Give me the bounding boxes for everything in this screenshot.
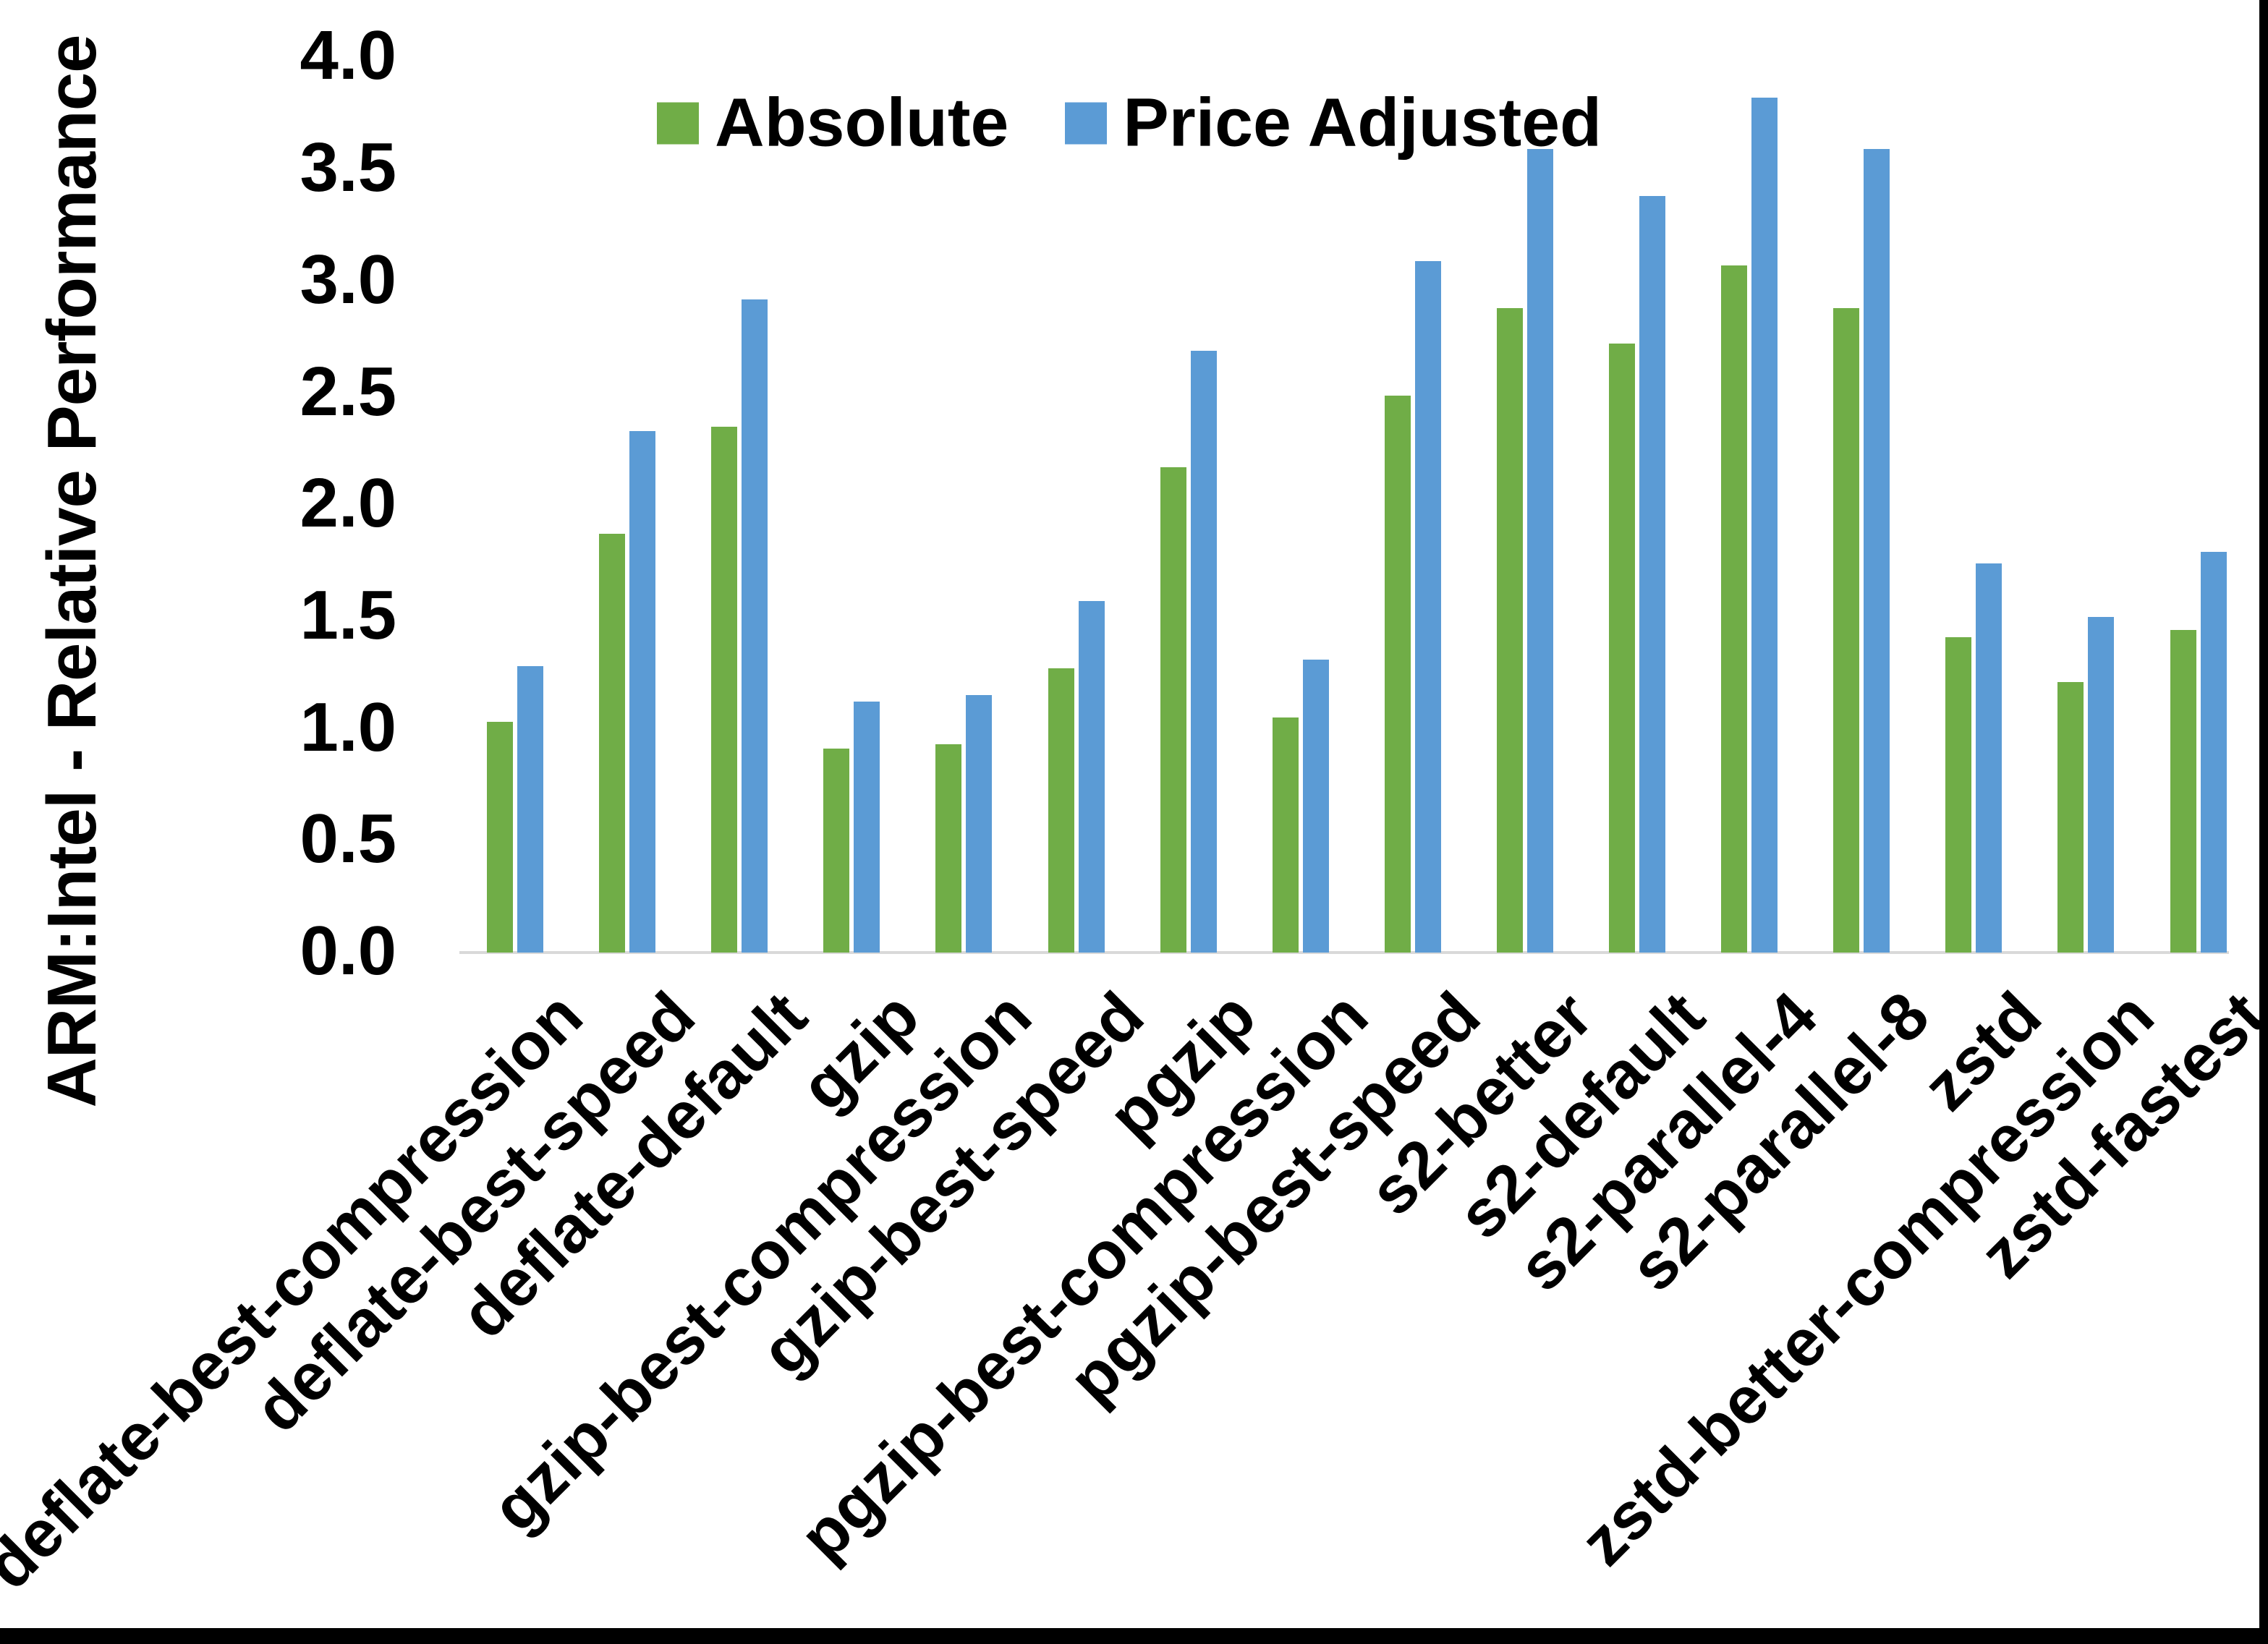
bar-price-adjusted: [1976, 563, 2002, 953]
bar-price-adjusted: [517, 665, 543, 953]
bar-absolute: [823, 749, 850, 953]
y-tick-label: 1.5: [300, 576, 396, 654]
bar-price-adjusted: [629, 431, 656, 953]
y-tick-label: 2.0: [300, 464, 396, 542]
bar-absolute: [1384, 395, 1411, 953]
bar-price-adjusted: [1078, 601, 1105, 953]
bar-price-adjusted: [2088, 616, 2115, 953]
bar-price-adjusted: [1526, 149, 1553, 953]
bar-absolute: [711, 426, 738, 953]
x-axis-line: [459, 951, 2229, 954]
bar-absolute: [1833, 307, 1860, 953]
page-border-bottom: [0, 1628, 2268, 1644]
legend-item-absolute: Absolute: [657, 84, 1008, 163]
bar-absolute: [599, 534, 626, 953]
bar-price-adjusted: [966, 695, 993, 953]
legend-item-price-adjusted: Price Adjusted: [1065, 84, 1602, 163]
bar-absolute: [2057, 681, 2084, 953]
legend-swatch-price-adjusted-icon: [1065, 102, 1108, 144]
bar-price-adjusted: [1864, 149, 1890, 953]
bar-price-adjusted: [2200, 552, 2227, 953]
legend: Absolute Price Adjusted: [657, 84, 1602, 163]
y-tick-label: 0.5: [300, 800, 396, 878]
y-tick-label: 3.5: [300, 129, 396, 207]
bar-price-adjusted: [1639, 196, 1665, 953]
bar-absolute: [1048, 668, 1074, 953]
bar-price-adjusted: [1414, 260, 1441, 953]
legend-label-price-adjusted: Price Adjusted: [1123, 84, 1602, 161]
legend-label-absolute: Absolute: [715, 84, 1009, 161]
bar-price-adjusted: [1190, 350, 1217, 953]
y-tick-label: 2.5: [300, 352, 396, 430]
legend-swatch-absolute-icon: [657, 102, 699, 144]
y-tick-label: 4.0: [300, 17, 396, 95]
bar-absolute: [1160, 467, 1186, 953]
y-tick-label: 1.0: [300, 688, 396, 766]
page-border-right: [2259, 0, 2268, 1644]
bar-absolute: [1496, 307, 1523, 953]
y-tick-label: 0.0: [300, 912, 396, 989]
bar-absolute: [1945, 636, 1972, 953]
bar-price-adjusted: [1751, 98, 1778, 953]
bar-absolute: [487, 722, 513, 953]
bar-absolute: [1609, 344, 1635, 953]
bar-absolute: [1721, 265, 1748, 953]
bar-price-adjusted: [742, 299, 768, 953]
bar-price-adjusted: [854, 702, 880, 953]
bar-absolute: [935, 744, 962, 953]
bar-price-adjusted: [1302, 659, 1329, 953]
bar-absolute: [1272, 717, 1299, 953]
bar-absolute: [2170, 630, 2196, 953]
y-tick-label: 3.0: [300, 240, 396, 318]
